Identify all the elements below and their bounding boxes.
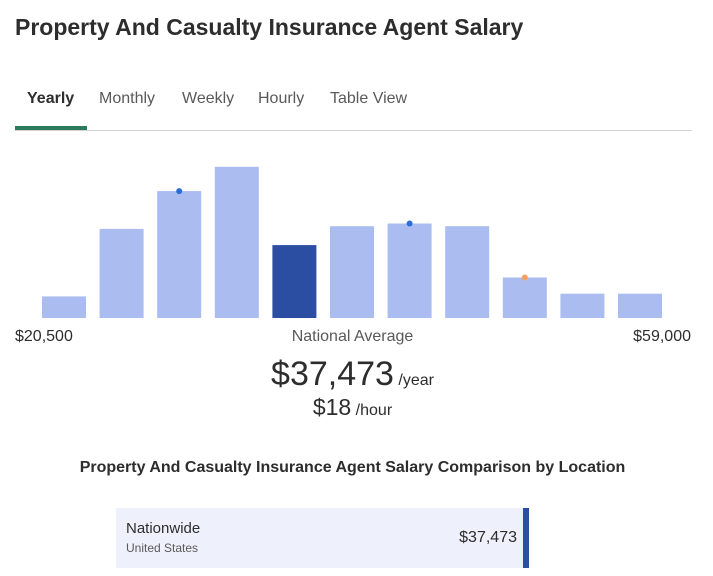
salary-bar[interactable]	[387, 223, 432, 319]
salary-bar[interactable]	[157, 191, 202, 318]
tab-hourly[interactable]: Hourly	[258, 90, 305, 107]
location-name: Nationwide	[126, 520, 201, 537]
hourly-average: $18 /hour	[0, 394, 705, 421]
salary-bar[interactable]	[445, 226, 490, 318]
yearly-average: $37,473 /year	[0, 355, 705, 394]
range-min-label: $20,500	[15, 328, 73, 345]
salary-distribution-chart	[42, 166, 662, 319]
salary-bar[interactable]	[330, 226, 374, 318]
tab-table-view[interactable]: Table View	[330, 90, 408, 107]
tabs-divider	[15, 130, 692, 131]
tab-yearly[interactable]: Yearly	[27, 90, 75, 107]
tab-monthly[interactable]: Monthly	[99, 90, 156, 107]
salary-bar[interactable]	[99, 228, 144, 318]
active-tab-indicator	[15, 126, 87, 130]
salary-bar[interactable]	[272, 245, 317, 318]
bar-marker-dot	[176, 188, 183, 195]
salary-bar[interactable]	[618, 293, 662, 318]
location-subtitle: United States	[126, 541, 199, 555]
yearly-average-value: $37,473	[271, 355, 394, 393]
location-row-nationwide[interactable]: Nationwide United States $37,473	[116, 508, 529, 568]
salary-bar[interactable]	[42, 296, 86, 318]
comparison-title: Property And Casualty Insurance Agent Sa…	[79, 459, 626, 476]
hourly-average-value: $18	[312, 394, 352, 420]
salary-bar[interactable]	[502, 277, 547, 319]
page-title: Property And Casualty Insurance Agent Sa…	[15, 14, 524, 40]
salary-period-tabs: Yearly Monthly Weekly Hourly Table View	[15, 82, 692, 132]
location-salary: $37,473	[459, 529, 517, 546]
bar-marker-dot	[406, 220, 413, 227]
hourly-average-unit: /hour	[355, 402, 393, 419]
range-max-label: $59,000	[633, 328, 691, 345]
bar-marker-dot	[521, 274, 528, 281]
national-average-label: National Average	[291, 328, 414, 345]
tab-weekly[interactable]: Weekly	[182, 90, 235, 107]
yearly-average-unit: /year	[398, 372, 434, 389]
salary-bar[interactable]	[214, 166, 259, 318]
salary-bar[interactable]	[560, 293, 605, 318]
